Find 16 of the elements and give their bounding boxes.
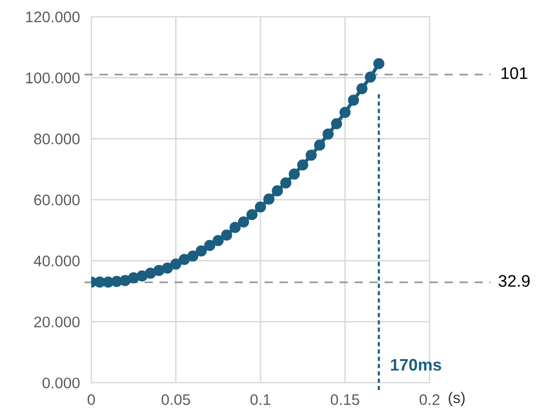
x-tick-label: 0.05	[162, 394, 190, 406]
x-tick-label: 0.15	[330, 394, 360, 406]
ref-line-label: 32.9	[498, 275, 530, 287]
y-tick-label: 20.000	[34, 316, 80, 328]
ref-line-label: 101	[502, 67, 528, 80]
x-tick-label: 0.2	[420, 394, 440, 406]
y-tick-label: 60.000	[34, 194, 80, 206]
y-tick-label: 0.000	[42, 378, 80, 388]
y-tick-label: 100.000	[26, 72, 80, 84]
y-tick-label: 80.000	[34, 134, 80, 144]
x-axis-title: (s)	[448, 392, 465, 406]
x-tick-label: 0.1	[250, 394, 270, 406]
ref-line-label: 170ms	[391, 358, 442, 371]
y-tick-label: 120.000	[26, 12, 80, 22]
x-tick-label: 0	[88, 394, 95, 406]
y-tick-label: 40.000	[34, 256, 80, 266]
